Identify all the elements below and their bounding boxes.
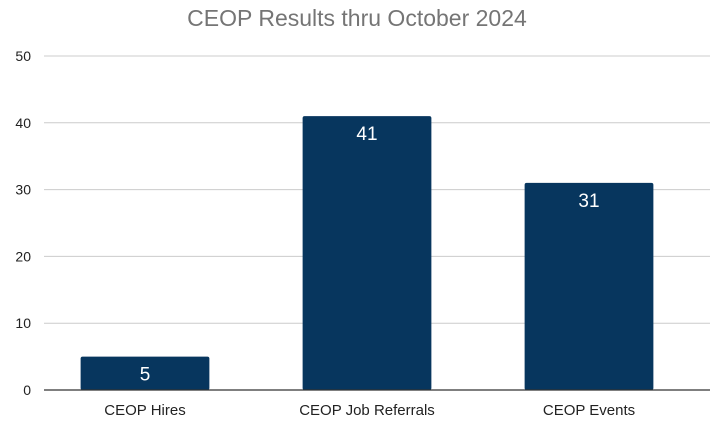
- data-label-2: 31: [578, 191, 599, 212]
- y-tick-label: 10: [15, 315, 31, 331]
- y-tick-label: 50: [15, 48, 31, 64]
- chart-title: CEOP Results thru October 2024: [187, 5, 527, 31]
- x-axis-category-labels: CEOP Hires CEOP Job Referrals CEOP Events: [104, 402, 635, 419]
- bar-1: [302, 116, 432, 391]
- data-label-0: 5: [140, 365, 151, 386]
- category-label-2: CEOP Events: [543, 402, 635, 419]
- bar-2: [524, 182, 654, 390]
- y-tick-label: 0: [23, 382, 31, 398]
- category-label-1: CEOP Job Referrals: [299, 402, 435, 419]
- data-labels: 5 41 31: [140, 124, 600, 385]
- y-axis-tick-labels: 0 10 20 30 40 50: [15, 48, 31, 398]
- bar-0: [80, 356, 210, 390]
- y-tick-label: 40: [15, 115, 31, 131]
- category-label-0: CEOP Hires: [104, 402, 185, 419]
- bars: [80, 116, 654, 391]
- y-tick-label: 20: [15, 248, 31, 264]
- data-label-1: 41: [356, 124, 377, 145]
- y-tick-label: 30: [15, 182, 31, 198]
